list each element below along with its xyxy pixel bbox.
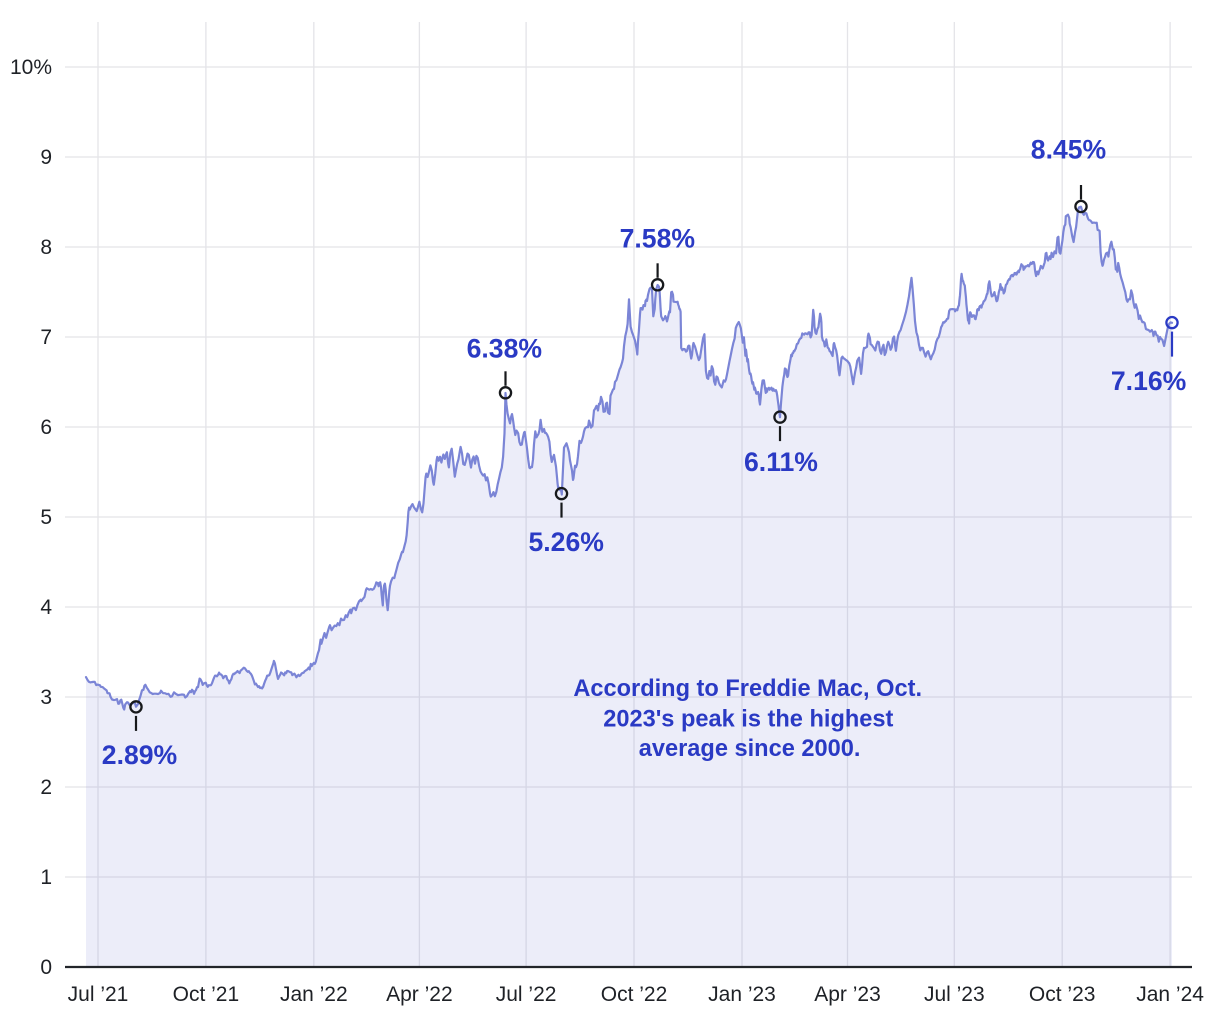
svg-text:2.89%: 2.89% <box>102 740 177 770</box>
svg-text:5: 5 <box>40 506 52 529</box>
svg-text:6: 6 <box>40 416 52 439</box>
svg-text:Jan ’23: Jan ’23 <box>708 983 776 1006</box>
svg-text:Jul ’22: Jul ’22 <box>496 983 557 1006</box>
svg-text:10%: 10% <box>10 56 52 79</box>
svg-text:Apr ’23: Apr ’23 <box>814 983 881 1006</box>
svg-text:4: 4 <box>40 596 52 619</box>
svg-text:3: 3 <box>40 686 52 709</box>
svg-text:2023's peak is the highest: 2023's peak is the highest <box>603 706 893 732</box>
svg-text:9: 9 <box>40 146 52 169</box>
svg-text:7.16%: 7.16% <box>1111 366 1186 396</box>
svg-text:6.11%: 6.11% <box>744 447 818 477</box>
svg-text:0: 0 <box>40 956 52 979</box>
svg-text:6.38%: 6.38% <box>467 334 542 364</box>
svg-text:2: 2 <box>40 776 52 799</box>
svg-text:Jul ’23: Jul ’23 <box>924 983 985 1006</box>
svg-text:7: 7 <box>40 326 52 349</box>
svg-text:Jan ’24: Jan ’24 <box>1136 983 1204 1006</box>
svg-text:Oct ’21: Oct ’21 <box>173 983 240 1006</box>
svg-text:Oct ’22: Oct ’22 <box>601 983 668 1006</box>
svg-text:Jul ’21: Jul ’21 <box>68 983 129 1006</box>
svg-text:According to Freddie Mac, Oct.: According to Freddie Mac, Oct. <box>573 676 922 702</box>
svg-text:5.26%: 5.26% <box>528 527 603 557</box>
svg-text:8.45%: 8.45% <box>1031 134 1106 164</box>
svg-text:Jan ’22: Jan ’22 <box>280 983 348 1006</box>
svg-text:7.58%: 7.58% <box>620 224 695 254</box>
svg-text:1: 1 <box>40 866 52 889</box>
svg-text:average since 2000.: average since 2000. <box>639 736 861 762</box>
svg-text:Apr ’22: Apr ’22 <box>386 983 453 1006</box>
svg-text:8: 8 <box>40 236 52 259</box>
svg-text:Oct ’23: Oct ’23 <box>1029 983 1096 1006</box>
